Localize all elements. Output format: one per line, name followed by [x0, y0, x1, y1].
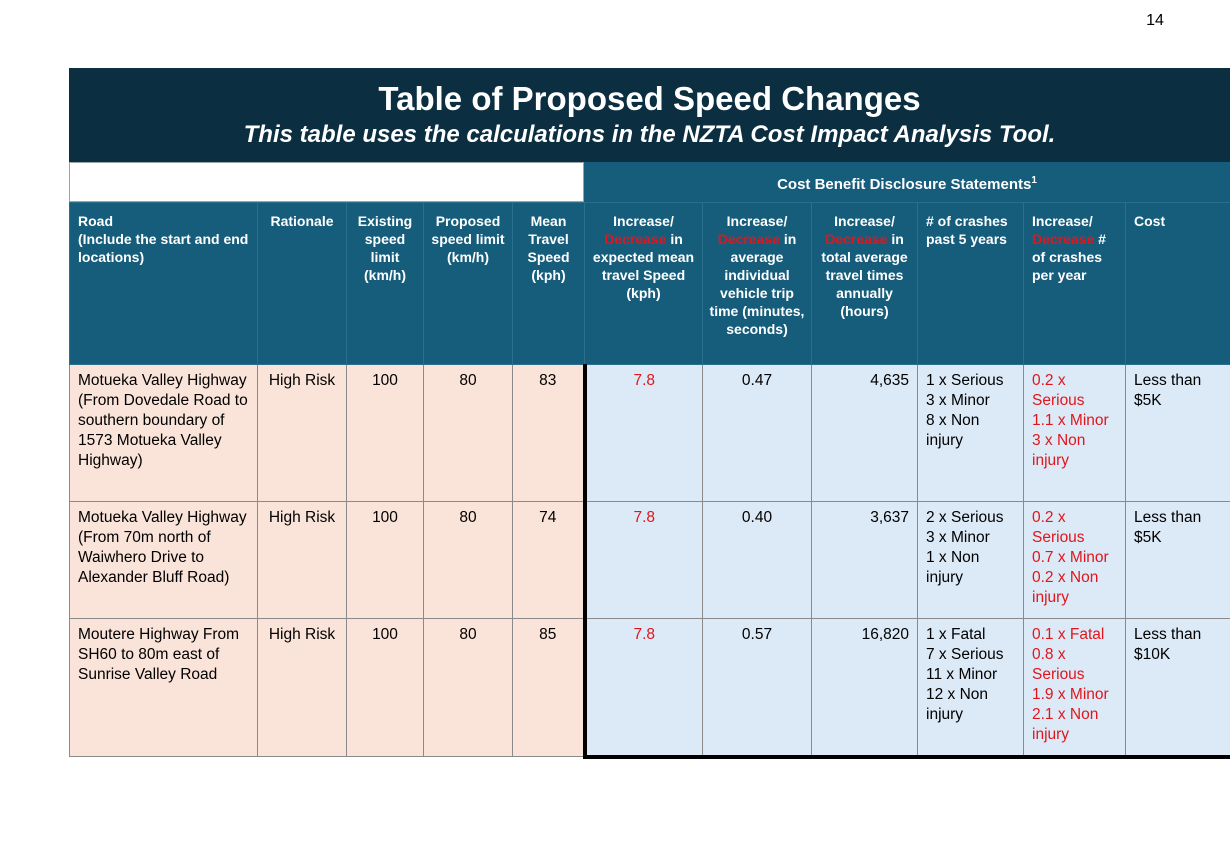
table-row: Moutere Highway From SH60 to 80m east of… — [69, 618, 1230, 759]
table-subtitle: This table uses the calculations in the … — [243, 121, 1056, 148]
cell-total-time-change: 16,820 — [811, 618, 918, 759]
table-row: Motueka Valley Highway (From Dovedale Ro… — [69, 364, 1230, 502]
crash-line: 7 x Serious — [926, 646, 1004, 663]
table-row: Motueka Valley Highway (From 70m north o… — [69, 501, 1230, 619]
header-increase-word: Increase/ — [1032, 213, 1093, 229]
footnote-marker: 1 — [1031, 175, 1037, 186]
crash-change-line: 1.9 x Minor — [1032, 686, 1109, 703]
cell-trip-time-change: 0.47 — [702, 364, 812, 502]
crash-change-line: 0.2 x Serious — [1032, 509, 1085, 546]
cell-cost: Less than $10K — [1125, 618, 1230, 759]
cell-existing-speed: 100 — [346, 501, 424, 619]
cell-total-time-change: 4,635 — [811, 364, 918, 502]
header-road: Road (Include the start and end location… — [69, 202, 258, 365]
header-decrease-word: Decrease — [604, 231, 667, 247]
header-speed-change: Increase/ Decrease in expected mean trav… — [584, 202, 703, 365]
header-crashes-change: Increase/ Decrease # of crashes per year — [1023, 202, 1126, 365]
cell-speed-change: 7.8 — [582, 618, 703, 759]
header-decrease-word: Decrease — [717, 231, 780, 247]
cell-cost: Less than $5K — [1125, 501, 1230, 619]
crash-line: 3 x Minor — [926, 392, 990, 409]
cell-proposed-speed: 80 — [423, 364, 513, 502]
crash-line: 8 x Non injury — [926, 412, 980, 449]
crash-line: 1 x Non injury — [926, 549, 980, 586]
crash-line: 1 x Fatal — [926, 626, 986, 643]
header-increase-word: Increase/ — [834, 213, 895, 229]
header-crashes-change-rest: # of crashes per year — [1032, 231, 1106, 283]
crash-change-line: 0.7 x Minor — [1032, 549, 1109, 566]
blank-header-cell — [69, 162, 584, 202]
cell-rationale: High Risk — [257, 501, 347, 619]
header-total-time-rest: in total average travel times annually (… — [821, 231, 908, 319]
cell-speed-change: 7.8 — [582, 501, 703, 619]
cell-trip-time-change: 0.40 — [702, 501, 812, 619]
cell-road: Moutere Highway From SH60 to 80m east of… — [69, 618, 258, 757]
header-increase-word: Increase/ — [726, 213, 788, 229]
cell-total-time-change: 3,637 — [811, 501, 918, 619]
title-band: Table of Proposed Speed Changes This tab… — [69, 68, 1230, 162]
crash-change-line: 1.1 x Minor — [1032, 412, 1109, 429]
header-road-title: Road — [78, 213, 113, 229]
cell-cost: Less than $5K — [1125, 364, 1230, 502]
crash-line: 1 x Serious — [926, 372, 1004, 389]
cell-existing-speed: 100 — [346, 364, 424, 502]
cell-mean-speed: 85 — [512, 618, 585, 757]
cell-rationale: High Risk — [257, 618, 347, 757]
crash-line: 3 x Minor — [926, 529, 990, 546]
header-road-subtitle: (Include the start and end locations) — [78, 231, 249, 265]
cell-rationale: High Risk — [257, 364, 347, 502]
header-speed-change-rest: in expected mean travel Speed (kph) — [592, 231, 695, 301]
crash-change-line: 3 x Non injury — [1032, 432, 1086, 469]
header-mean-speed: Mean Travel Speed (kph) — [512, 202, 585, 365]
header-increase-word: Increase/ — [613, 213, 674, 229]
page-number: 14 — [1146, 12, 1164, 29]
cost-benefit-heading: Cost Benefit Disclosure Statements1 — [584, 162, 1230, 202]
cell-road: Motueka Valley Highway (From 70m north o… — [69, 501, 258, 619]
cell-crashes-past: 2 x Serious 3 x Minor 1 x Non injury — [917, 501, 1024, 619]
crash-line: 12 x Non injury — [926, 686, 989, 723]
cell-trip-time-change: 0.57 — [702, 618, 812, 759]
header-decrease-word: Decrease — [825, 231, 888, 247]
cell-crashes-past: 1 x Serious 3 x Minor 8 x Non injury — [917, 364, 1024, 502]
cell-existing-speed: 100 — [346, 618, 424, 757]
header-crashes-past: # of crashes past 5 years — [917, 202, 1024, 365]
cell-proposed-speed: 80 — [423, 501, 513, 619]
cell-crashes-change: 0.2 x Serious 0.7 x Minor 0.2 x Non inju… — [1023, 501, 1126, 619]
cell-mean-speed: 74 — [512, 501, 585, 619]
header-total-time-change: Increase/ Decrease in total average trav… — [811, 202, 918, 365]
cell-road: Motueka Valley Highway (From Dovedale Ro… — [69, 364, 258, 502]
crash-line: 11 x Minor — [926, 666, 998, 683]
header-proposed-speed: Proposed speed limit (km/h) — [423, 202, 513, 365]
speed-changes-table: Road (Include the start and end location… — [69, 202, 1230, 759]
crash-change-line: 0.1 x Fatal — [1032, 626, 1105, 643]
cell-crashes-change: 0.2 x Serious 1.1 x Minor 3 x Non injury — [1023, 364, 1126, 502]
crash-change-line: 0.2 x Serious — [1032, 372, 1085, 409]
cell-mean-speed: 83 — [512, 364, 585, 502]
header-row: Road (Include the start and end location… — [69, 202, 1230, 365]
crash-change-line: 2.1 x Non injury — [1032, 706, 1099, 743]
header-trip-time-change: Increase/ Decrease in average individual… — [702, 202, 812, 365]
crash-line: 2 x Serious — [926, 509, 1004, 526]
crash-change-line: 0.8 x Serious — [1032, 646, 1085, 683]
cell-proposed-speed: 80 — [423, 618, 513, 757]
crash-change-line: 0.2 x Non injury — [1032, 569, 1099, 606]
cost-benefit-heading-text: Cost Benefit Disclosure Statements — [777, 176, 1032, 193]
header-cost: Cost — [1125, 202, 1230, 365]
header-rationale: Rationale — [257, 202, 347, 365]
cell-speed-change: 7.8 — [582, 364, 703, 502]
header-decrease-word: Decrease — [1032, 231, 1095, 247]
header-trip-time-rest: in average individual vehicle trip time … — [709, 231, 805, 337]
header-existing-speed: Existing speed limit (km/h) — [346, 202, 424, 365]
table-title: Table of Proposed Speed Changes — [378, 80, 921, 117]
cell-crashes-change: 0.1 x Fatal 0.8 x Serious 1.9 x Minor 2.… — [1023, 618, 1126, 759]
cell-crashes-past: 1 x Fatal 7 x Serious 11 x Minor 12 x No… — [917, 618, 1024, 759]
